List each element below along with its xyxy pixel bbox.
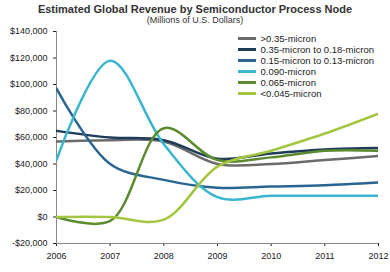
svg-text:$80,000: $80,000 xyxy=(15,106,48,116)
svg-text:$100,000: $100,000 xyxy=(10,79,48,89)
svg-text:2009: 2009 xyxy=(207,251,227,261)
svg-text:$0: $0 xyxy=(37,212,47,222)
html-text:0.065-micron: 0.065-micron xyxy=(260,77,316,88)
svg-text:2011: 2011 xyxy=(315,251,334,261)
svg-text:$60,000: $60,000 xyxy=(15,132,48,142)
svg-text:$120,000: $120,000 xyxy=(10,53,48,63)
svg-text:2007: 2007 xyxy=(100,251,120,261)
html-text:<0.045-micron: <0.045-micron xyxy=(260,88,322,99)
svg-text:2008: 2008 xyxy=(154,251,174,261)
svg-text:2012: 2012 xyxy=(368,251,388,261)
svg-text:$140,000: $140,000 xyxy=(10,26,48,36)
html-text:0.090-micron: 0.090-micron xyxy=(260,66,316,77)
svg-text:2006: 2006 xyxy=(46,251,66,261)
html-text:0.15-micron to 0.13-micron: 0.15-micron to 0.13-micron xyxy=(260,55,374,66)
svg-text:$20,000: $20,000 xyxy=(15,185,48,195)
svg-text:$40,000: $40,000 xyxy=(15,159,48,169)
html-text:(Millions of U.S. Dollars): (Millions of U.S. Dollars) xyxy=(146,15,244,25)
svg-text:-$20,000: -$20,000 xyxy=(12,238,48,248)
svg-text:2010: 2010 xyxy=(261,251,281,261)
html-text:>0.35-micron: >0.35-micron xyxy=(260,33,317,44)
html-text:Estimated Global Revenue by Se: Estimated Global Revenue by Semiconducto… xyxy=(37,3,353,15)
html-text:0.35-micron to 0.18-micron: 0.35-micron to 0.18-micron xyxy=(260,44,374,55)
